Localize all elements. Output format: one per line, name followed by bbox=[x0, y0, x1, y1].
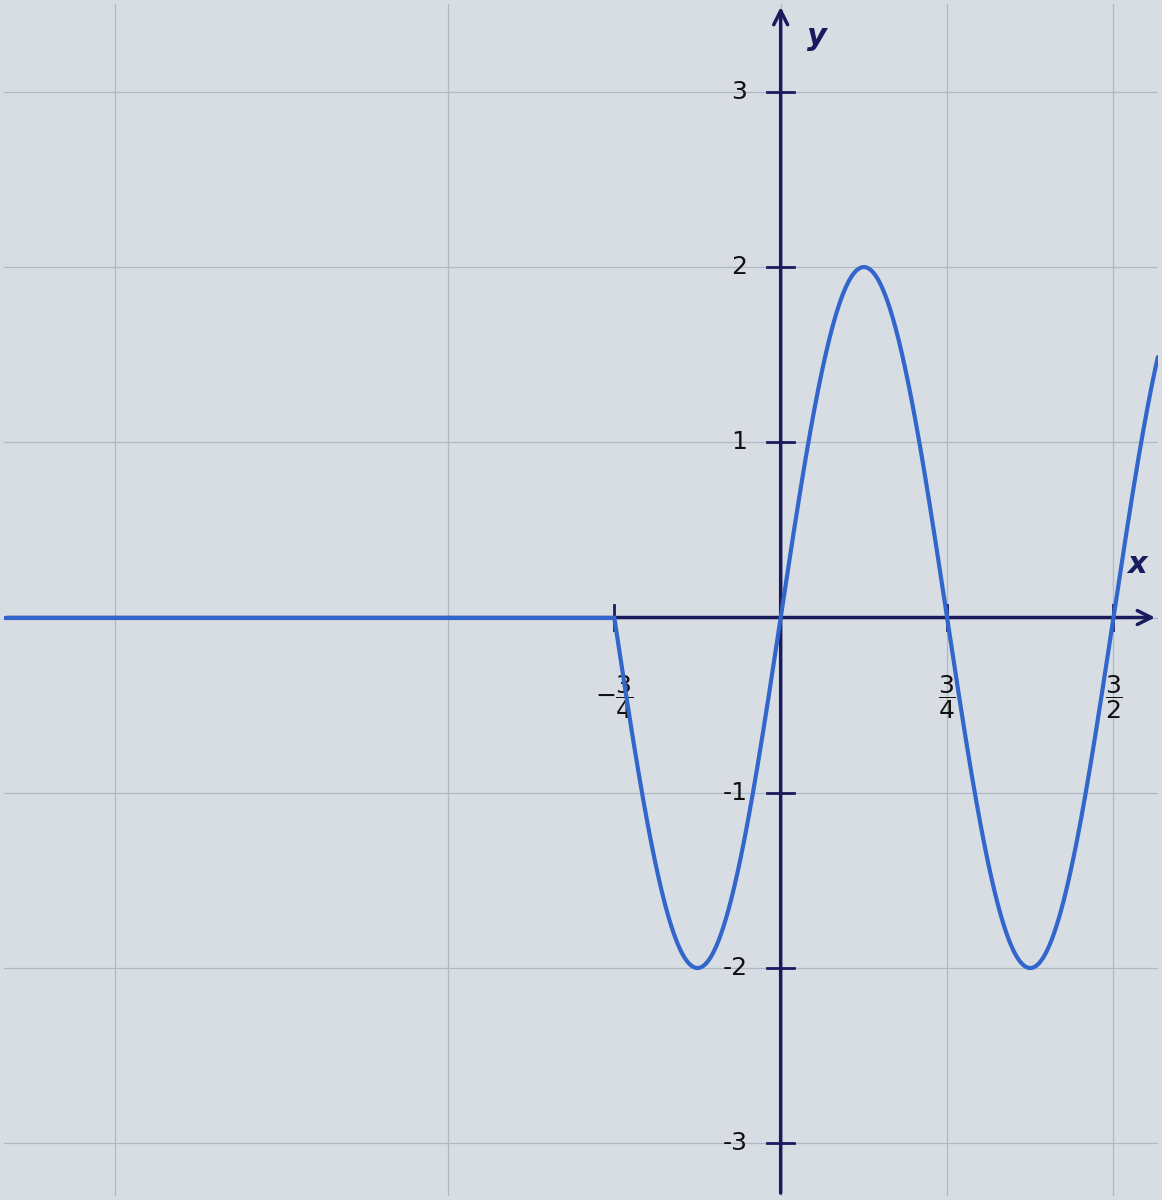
Text: 1: 1 bbox=[732, 431, 747, 455]
Text: -2: -2 bbox=[723, 956, 747, 980]
Text: -3: -3 bbox=[723, 1132, 747, 1156]
Text: $-\dfrac{3}{4}$: $-\dfrac{3}{4}$ bbox=[595, 673, 633, 721]
Text: x: x bbox=[1127, 550, 1147, 578]
Text: $\dfrac{3}{2}$: $\dfrac{3}{2}$ bbox=[1105, 673, 1122, 721]
Text: $\dfrac{3}{4}$: $\dfrac{3}{4}$ bbox=[938, 673, 956, 721]
Text: 2: 2 bbox=[731, 256, 747, 280]
Text: 3: 3 bbox=[732, 79, 747, 103]
Text: y: y bbox=[808, 22, 827, 50]
Text: -1: -1 bbox=[723, 781, 747, 805]
